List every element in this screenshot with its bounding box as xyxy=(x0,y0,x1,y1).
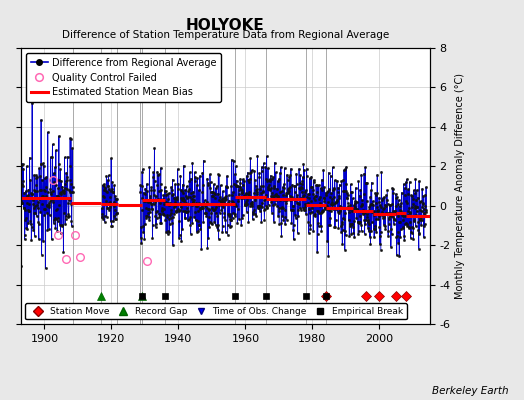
Text: HOLYOKE: HOLYOKE xyxy=(186,18,265,33)
Y-axis label: Monthly Temperature Anomaly Difference (°C): Monthly Temperature Anomaly Difference (… xyxy=(455,73,465,299)
Text: Difference of Station Temperature Data from Regional Average: Difference of Station Temperature Data f… xyxy=(62,30,389,40)
Legend: Station Move, Record Gap, Time of Obs. Change, Empirical Break: Station Move, Record Gap, Time of Obs. C… xyxy=(26,303,407,320)
Text: Berkeley Earth: Berkeley Earth xyxy=(432,386,508,396)
